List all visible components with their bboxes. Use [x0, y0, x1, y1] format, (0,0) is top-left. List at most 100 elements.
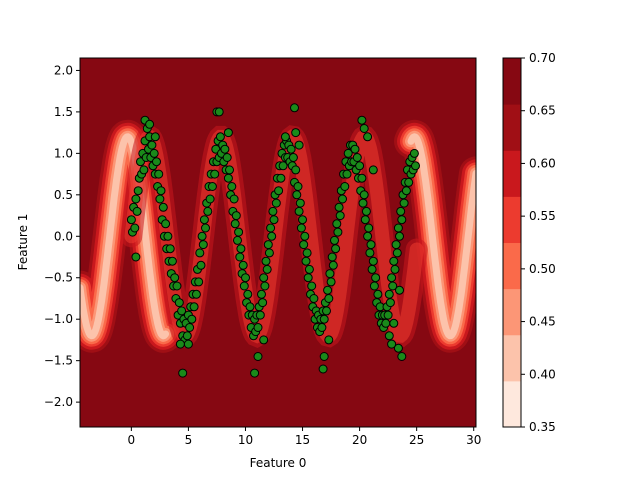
colorbar-swatch — [503, 196, 521, 244]
data-point — [235, 252, 245, 262]
data-point — [222, 153, 232, 162]
data-point — [154, 169, 164, 179]
data-point — [326, 277, 336, 287]
y-tick-label: −2.0 — [44, 395, 73, 409]
y-tick-label: −1.5 — [44, 354, 73, 368]
data-point — [163, 231, 173, 241]
data-point — [227, 182, 237, 191]
data-point — [390, 264, 400, 274]
x-tick-label: 30 — [466, 433, 481, 447]
data-point — [207, 182, 217, 191]
data-point — [330, 235, 339, 245]
data-point — [381, 318, 391, 328]
data-point — [139, 165, 149, 175]
data-point — [300, 231, 310, 241]
data-point — [309, 294, 319, 303]
data-point — [397, 215, 407, 225]
data-point — [198, 240, 208, 250]
data-point — [189, 302, 199, 312]
data-point — [411, 161, 420, 171]
data-point — [131, 252, 141, 262]
colorbar-tick-label: 0.35 — [529, 420, 556, 434]
data-point — [364, 223, 374, 233]
points-layer — [126, 103, 420, 378]
data-point — [178, 368, 188, 378]
data-point — [325, 269, 335, 279]
data-point — [292, 190, 302, 200]
data-point — [298, 215, 307, 225]
data-point — [280, 132, 290, 142]
data-point — [304, 264, 314, 274]
data-point — [387, 273, 397, 283]
data-point — [389, 318, 399, 328]
data-point — [387, 339, 397, 349]
data-point — [215, 132, 225, 142]
data-point — [323, 285, 333, 295]
data-point — [199, 215, 209, 225]
data-point — [388, 281, 398, 291]
data-point — [286, 144, 296, 154]
data-point — [203, 206, 213, 216]
data-point — [368, 256, 378, 266]
data-point — [245, 302, 255, 312]
data-point — [397, 352, 407, 361]
data-point — [366, 240, 376, 250]
data-point — [396, 206, 406, 216]
data-point — [355, 161, 365, 171]
data-point — [132, 206, 142, 216]
data-point — [352, 153, 362, 162]
data-point — [363, 132, 373, 142]
data-point — [368, 165, 378, 175]
x-tick-label: 10 — [238, 433, 253, 447]
y-tick-label: −1.0 — [44, 312, 73, 326]
data-point — [239, 281, 249, 291]
data-point — [170, 273, 180, 283]
colorbar-swatch — [503, 150, 521, 197]
data-point — [126, 215, 136, 225]
colorbar-tick-label: 0.50 — [529, 262, 556, 276]
contour-band — [407, 133, 476, 340]
colorbar-swatch — [503, 288, 521, 336]
data-point — [225, 165, 234, 175]
data-point — [291, 165, 301, 175]
colorbar-tick-label: 0.55 — [529, 209, 556, 223]
data-point — [359, 124, 369, 133]
data-point — [399, 198, 409, 208]
data-point — [363, 231, 373, 241]
data-point — [172, 281, 182, 291]
data-point — [294, 206, 304, 216]
data-point — [317, 323, 327, 332]
data-point — [334, 202, 344, 212]
y-tick-label: 1.5 — [54, 105, 73, 119]
data-point — [295, 198, 305, 208]
contour-layer — [80, 119, 476, 353]
data-point — [340, 182, 350, 191]
colorbar-tick-label: 0.65 — [529, 104, 556, 118]
data-point — [194, 277, 204, 287]
data-point — [293, 182, 303, 191]
colorbar-frame — [502, 57, 522, 428]
data-point — [395, 285, 404, 295]
data-point — [319, 314, 329, 324]
data-point — [288, 153, 298, 162]
y-axis-label: Feature 1 — [16, 214, 30, 271]
data-point — [187, 314, 197, 324]
colorbar-tick-label: 0.40 — [529, 367, 556, 381]
colorbar: 0.35 0.40 0.45 0.50 0.55 0.60 0.65 0.70 — [502, 51, 556, 434]
data-point — [250, 368, 260, 378]
data-point — [331, 244, 341, 254]
colorbar-swatch — [503, 334, 521, 382]
data-point — [263, 240, 273, 250]
colorbar-tick-label: 0.70 — [529, 51, 556, 65]
data-point — [156, 186, 166, 196]
data-point — [261, 256, 271, 266]
data-point — [161, 219, 171, 229]
data-point — [182, 331, 192, 341]
data-point — [268, 206, 278, 216]
data-point — [259, 335, 269, 345]
data-point — [335, 211, 345, 221]
data-point — [357, 115, 367, 125]
data-point — [327, 252, 337, 262]
data-point — [371, 273, 381, 283]
